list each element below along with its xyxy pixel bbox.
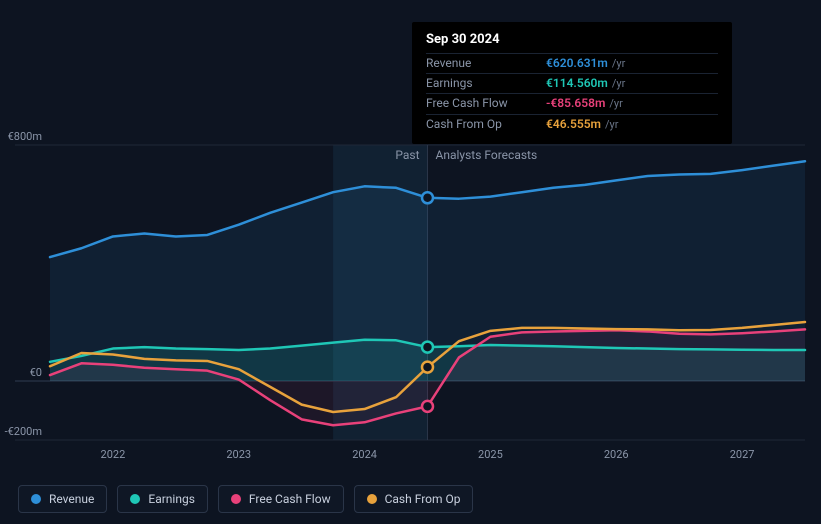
legend-dot-icon <box>367 494 377 504</box>
tooltip-row-value: €114.560m <box>546 74 608 93</box>
financials-chart: €800m €0 -€200m 2022 2023 2024 2025 2026 2027 Pas… <box>0 0 821 524</box>
legend-item-earnings[interactable]: Earnings <box>117 485 208 513</box>
legend-item-fcf[interactable]: Free Cash Flow <box>218 485 344 513</box>
svg-text:€800m: €800m <box>8 130 42 143</box>
tooltip-row: Revenue€620.631m/yr <box>426 53 718 73</box>
tooltip-row-label: Free Cash Flow <box>426 94 546 113</box>
tooltip-row-value: €620.631m <box>546 54 608 73</box>
legend-item-revenue[interactable]: Revenue <box>18 485 107 513</box>
tooltip-row-label: Earnings <box>426 74 546 93</box>
legend-label: Earnings <box>148 492 195 506</box>
legend-label: Revenue <box>49 492 94 506</box>
legend-label: Cash From Op <box>385 492 461 506</box>
svg-text:2025: 2025 <box>478 448 503 461</box>
svg-text:-€200m: -€200m <box>5 425 42 438</box>
tooltip-row-label: Revenue <box>426 54 546 73</box>
legend-dot-icon <box>231 494 241 504</box>
chart-tooltip: Sep 30 2024 Revenue€620.631m/yrEarnings€… <box>412 22 732 144</box>
legend-item-cfo[interactable]: Cash From Op <box>354 485 474 513</box>
svg-text:2027: 2027 <box>730 448 755 461</box>
tooltip-row-label: Cash From Op <box>426 115 546 134</box>
svg-text:Past: Past <box>395 148 419 162</box>
legend-dot-icon <box>130 494 140 504</box>
tooltip-row-value: €46.555m <box>546 115 601 134</box>
svg-text:2026: 2026 <box>604 448 629 461</box>
svg-text:2023: 2023 <box>226 448 251 461</box>
legend-label: Free Cash Flow <box>249 492 331 506</box>
legend-dot-icon <box>31 494 41 504</box>
tooltip-row: Earnings€114.560m/yr <box>426 73 718 93</box>
tooltip-row-unit: /yr <box>612 55 625 73</box>
svg-text:€0: €0 <box>30 366 42 379</box>
tooltip-row-unit: /yr <box>612 75 625 93</box>
tooltip-row-unit: /yr <box>605 116 618 134</box>
chart-legend: Revenue Earnings Free Cash Flow Cash From O… <box>18 485 473 513</box>
tooltip-date: Sep 30 2024 <box>426 32 718 47</box>
svg-text:Analysts Forecasts: Analysts Forecasts <box>436 148 538 162</box>
tooltip-row-unit: /yr <box>609 95 622 113</box>
tooltip-row-value: -€85.658m <box>546 94 605 113</box>
svg-text:2022: 2022 <box>101 448 126 461</box>
tooltip-row: Free Cash Flow-€85.658m/yr <box>426 93 718 113</box>
tooltip-row: Cash From Op€46.555m/yr <box>426 114 718 134</box>
svg-text:2024: 2024 <box>352 448 377 461</box>
